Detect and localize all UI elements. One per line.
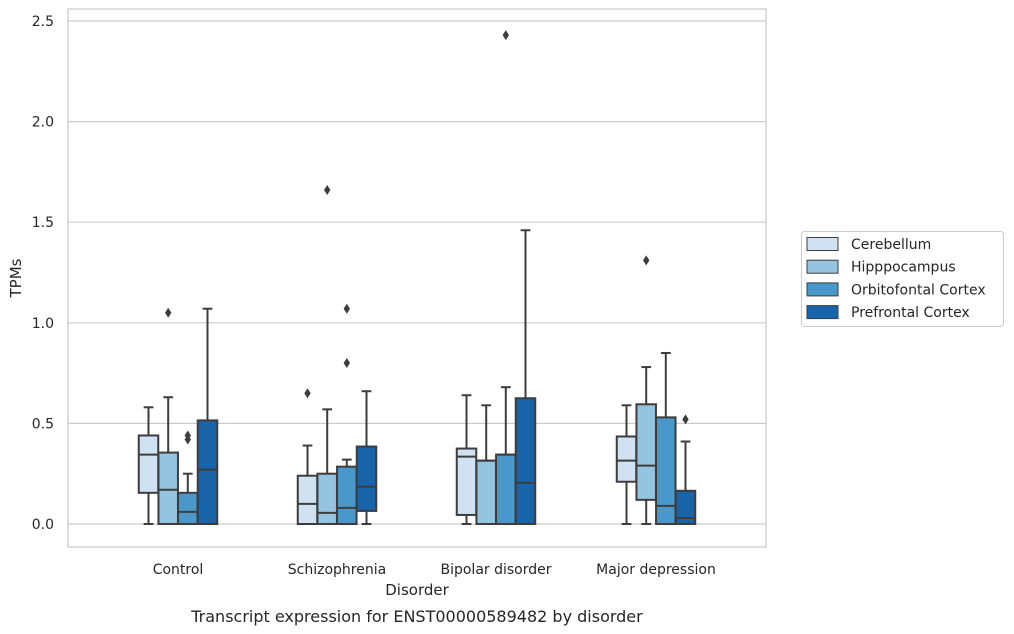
box-body: [635, 403, 657, 501]
legend-item: Prefrontal Cortex: [806, 305, 970, 321]
box-body: [674, 489, 697, 525]
legend-swatch: [806, 237, 839, 251]
plot-frame: [67, 8, 767, 548]
box: [316, 185, 338, 526]
box: [674, 414, 697, 525]
box-body: [296, 474, 319, 526]
y-tick-label: 2.0: [32, 115, 54, 131]
x-tick-label: Schizophrenia: [288, 562, 386, 578]
y-axis-ticks: 0.0 0.5 1.0 1.5 2.0 2.5: [32, 14, 54, 533]
outlier-point: [643, 255, 650, 266]
y-tick-label: 1.0: [32, 316, 54, 332]
box: [635, 255, 657, 525]
outlier-point: [304, 388, 311, 399]
plot-boxes: [137, 30, 697, 526]
box-body: [336, 465, 358, 525]
x-axis-ticks: Control Schizophrenia Bipolar disorder Majo…: [153, 562, 716, 578]
box-body: [137, 434, 160, 494]
box-body: [615, 435, 638, 483]
box-body: [316, 472, 338, 526]
outlier-point: [343, 358, 350, 369]
box-body: [655, 416, 677, 526]
outlier-point: [184, 430, 191, 441]
x-tick-label: Major depression: [596, 562, 716, 578]
box: [296, 388, 319, 526]
outlier-point: [682, 414, 689, 425]
outlier-point: [343, 303, 350, 314]
box-body: [196, 419, 219, 525]
legend-label: Prefrontal Cortex: [851, 305, 970, 321]
legend-label: Orbitofontal Cortex: [851, 282, 986, 298]
chart-caption: Transcript expression for ENST0000058948…: [190, 607, 643, 626]
legend-frame: [801, 231, 1004, 327]
y-axis-label: TPMs: [7, 258, 25, 298]
box-body: [514, 397, 537, 525]
box-body: [177, 491, 199, 525]
outlier-point: [165, 307, 172, 318]
box: [157, 307, 179, 526]
box-body: [495, 453, 517, 525]
box: [514, 229, 537, 525]
box: [137, 406, 160, 525]
x-tick-label: Control: [153, 562, 204, 578]
legend-swatch: [806, 305, 839, 320]
box-body: [455, 447, 478, 516]
legend-item: Hipppocampus: [806, 259, 956, 276]
y-tick-label: 0.0: [32, 517, 54, 533]
box: [336, 303, 358, 525]
box: [196, 307, 219, 525]
legend-swatch: [806, 282, 839, 297]
y-tick-label: 2.5: [32, 14, 54, 30]
legend-item: Orbitofontal Cortex: [806, 282, 986, 298]
legend-label: Hipppocampus: [851, 260, 956, 276]
legend-swatch: [806, 259, 839, 274]
outlier-point: [502, 30, 509, 41]
x-axis-label: Disorder: [385, 581, 449, 599]
box: [355, 390, 378, 525]
box-body: [355, 445, 378, 512]
box: [495, 30, 517, 525]
box-body: [157, 451, 179, 526]
legend-label: Cerebellum: [851, 237, 931, 253]
legend: Cerebellum Hipppocampus Orbitofontal Corte…: [801, 231, 1004, 327]
box: [655, 351, 677, 526]
y-tick-label: 0.5: [32, 416, 54, 432]
box: [455, 394, 478, 525]
y-tick-label: 1.5: [32, 215, 54, 231]
legend-item: Cerebellum: [806, 237, 931, 253]
box: [177, 430, 199, 525]
box-body: [475, 459, 497, 526]
x-tick-label: Bipolar disorder: [440, 562, 551, 578]
outlier-point: [324, 185, 331, 196]
